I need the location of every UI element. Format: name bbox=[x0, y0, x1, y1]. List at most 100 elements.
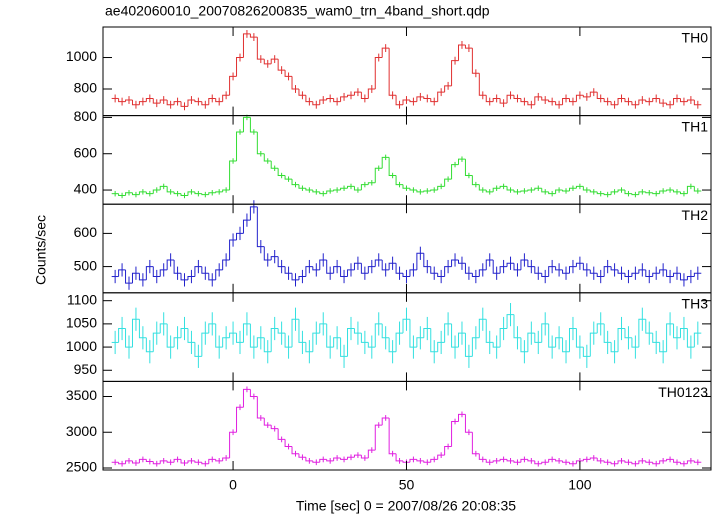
step-bin bbox=[596, 457, 605, 462]
step-bin bbox=[638, 191, 646, 195]
step-bin bbox=[645, 191, 653, 194]
step-bin bbox=[430, 266, 438, 274]
step-bin bbox=[534, 460, 542, 465]
step-bin bbox=[118, 269, 126, 277]
step-bin bbox=[402, 184, 410, 189]
step-bin bbox=[451, 259, 459, 267]
step-bin bbox=[589, 269, 598, 274]
step-bin bbox=[145, 97, 154, 102]
step-bin bbox=[395, 175, 404, 186]
step-bin bbox=[388, 157, 397, 177]
step-bin bbox=[347, 269, 355, 277]
step-bin bbox=[256, 396, 265, 419]
step-bin bbox=[118, 462, 126, 465]
step-bin bbox=[298, 184, 306, 189]
step-bin bbox=[451, 60, 459, 86]
step-bin bbox=[430, 189, 438, 191]
step-bin bbox=[229, 431, 237, 458]
step-bin bbox=[277, 428, 286, 440]
step-bin bbox=[652, 333, 660, 343]
step-bin bbox=[194, 342, 202, 357]
step-bin bbox=[666, 103, 674, 106]
step-bin bbox=[444, 323, 452, 343]
step-bin bbox=[568, 187, 577, 191]
step-bin bbox=[187, 191, 195, 196]
step-bin bbox=[673, 459, 681, 463]
step-bin bbox=[187, 99, 195, 107]
step-bin bbox=[222, 189, 230, 192]
step-bin bbox=[291, 76, 299, 90]
step-bin bbox=[194, 100, 202, 103]
step-bin bbox=[638, 269, 646, 274]
step-bin bbox=[263, 59, 272, 65]
step-bin bbox=[194, 460, 202, 463]
step-bin bbox=[131, 318, 140, 348]
step-bin bbox=[444, 85, 452, 93]
step-bin bbox=[603, 460, 612, 463]
step-bin bbox=[166, 100, 175, 106]
step-bin bbox=[679, 462, 688, 465]
x-axis-label: Time [sec] 0 = 2007/08/26 20:08:35 bbox=[296, 498, 516, 514]
step-bin bbox=[562, 460, 570, 463]
step-bin bbox=[541, 461, 549, 464]
step-bin bbox=[402, 318, 410, 334]
step-bin bbox=[485, 459, 494, 463]
step-bin bbox=[256, 337, 265, 348]
step-bin bbox=[270, 256, 279, 260]
step-bin bbox=[437, 185, 445, 191]
step-bin bbox=[423, 328, 431, 338]
step-bin bbox=[249, 323, 258, 348]
step-bin bbox=[534, 96, 542, 105]
step-bin bbox=[485, 190, 494, 193]
step-bin bbox=[152, 189, 161, 194]
step-bin bbox=[159, 269, 168, 277]
step-bin bbox=[444, 446, 452, 456]
step-bin bbox=[631, 462, 639, 465]
step-bin bbox=[402, 273, 410, 278]
step-bin bbox=[659, 190, 667, 194]
step-bin bbox=[464, 333, 473, 357]
step-bin bbox=[145, 266, 154, 280]
step-bin bbox=[693, 332, 702, 348]
step-bin bbox=[492, 97, 501, 102]
step-bin bbox=[582, 263, 591, 271]
step-bin bbox=[381, 323, 390, 339]
step-bin bbox=[284, 333, 293, 348]
step-bin bbox=[562, 337, 570, 353]
step-bin bbox=[277, 168, 286, 177]
step-bin bbox=[340, 266, 348, 278]
step-bin bbox=[360, 455, 369, 459]
step-bin bbox=[319, 323, 327, 334]
step-bin bbox=[548, 266, 556, 277]
step-bin bbox=[589, 332, 598, 357]
step-bin bbox=[194, 191, 202, 195]
step-bin bbox=[187, 460, 195, 463]
step-bin bbox=[686, 276, 695, 280]
step-bin bbox=[180, 273, 188, 281]
step-bin bbox=[125, 328, 133, 348]
step-bin bbox=[409, 319, 417, 348]
step-bin bbox=[125, 99, 133, 102]
step-bin bbox=[208, 458, 216, 464]
step-bin bbox=[222, 259, 230, 270]
step-bin bbox=[679, 98, 688, 103]
step-bin bbox=[353, 328, 362, 334]
step-bin bbox=[513, 95, 521, 99]
step-bin bbox=[353, 186, 362, 191]
step-bin bbox=[492, 342, 501, 348]
step-bin bbox=[679, 191, 688, 195]
step-bin bbox=[173, 337, 182, 348]
step-bin bbox=[666, 189, 674, 191]
step-bin bbox=[263, 246, 272, 261]
step-bin bbox=[562, 97, 570, 105]
step-bin bbox=[166, 259, 175, 270]
step-bin bbox=[208, 192, 216, 195]
step-bin bbox=[131, 192, 140, 196]
y-tick-label: 1100 bbox=[67, 291, 97, 307]
step-bin bbox=[513, 314, 521, 339]
x-tick-label: 50 bbox=[399, 477, 415, 493]
step-bin bbox=[548, 323, 556, 348]
step-bin bbox=[333, 337, 341, 348]
step-bin bbox=[360, 184, 369, 191]
step-bin bbox=[305, 188, 313, 191]
